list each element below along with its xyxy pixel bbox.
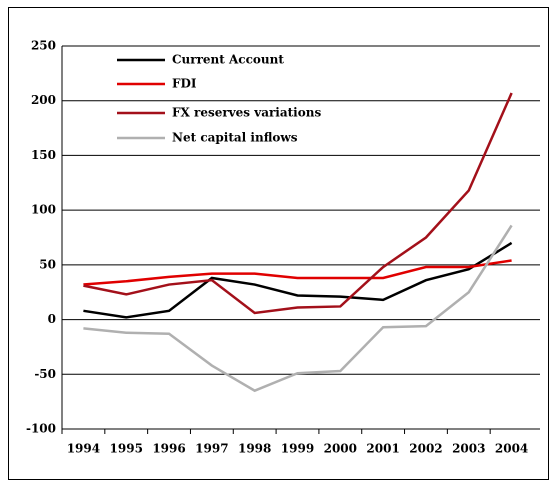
x-tick-label: 2004 — [495, 442, 528, 456]
x-tick-label: 2003 — [452, 442, 485, 456]
frame — [8, 7, 549, 480]
legend-label: Net capital inflows — [172, 131, 298, 145]
x-tick-label: 2000 — [324, 442, 357, 456]
y-tick-label: -100 — [26, 422, 56, 436]
x-tick-label: 1994 — [67, 442, 100, 456]
series-line — [83, 241, 513, 319]
series-line — [83, 224, 513, 393]
legend-label: FX reserves variations — [172, 106, 321, 120]
x-tick-label: 1995 — [110, 442, 143, 456]
y-tick-label: 150 — [31, 148, 56, 162]
x-tick-label: 1997 — [195, 442, 228, 456]
y-tick-label: 50 — [39, 257, 56, 271]
series-line — [83, 92, 513, 315]
legend-label: Current Account — [172, 53, 284, 67]
legend-label: FDI — [172, 77, 197, 91]
y-tick-label: 200 — [31, 93, 56, 107]
x-tick-label: 1996 — [152, 442, 185, 456]
x-tick-label: 2001 — [366, 442, 399, 456]
y-tick-label: 0 — [48, 312, 56, 326]
x-tick-label: 2002 — [409, 442, 442, 456]
y-tick-label: 100 — [31, 203, 56, 217]
x-tick-label: 1998 — [238, 442, 271, 456]
series-line — [83, 259, 512, 286]
x-tick-label: 1999 — [281, 442, 314, 456]
y-tick-label: 250 — [31, 39, 56, 53]
y-tick-label: -50 — [34, 367, 56, 381]
